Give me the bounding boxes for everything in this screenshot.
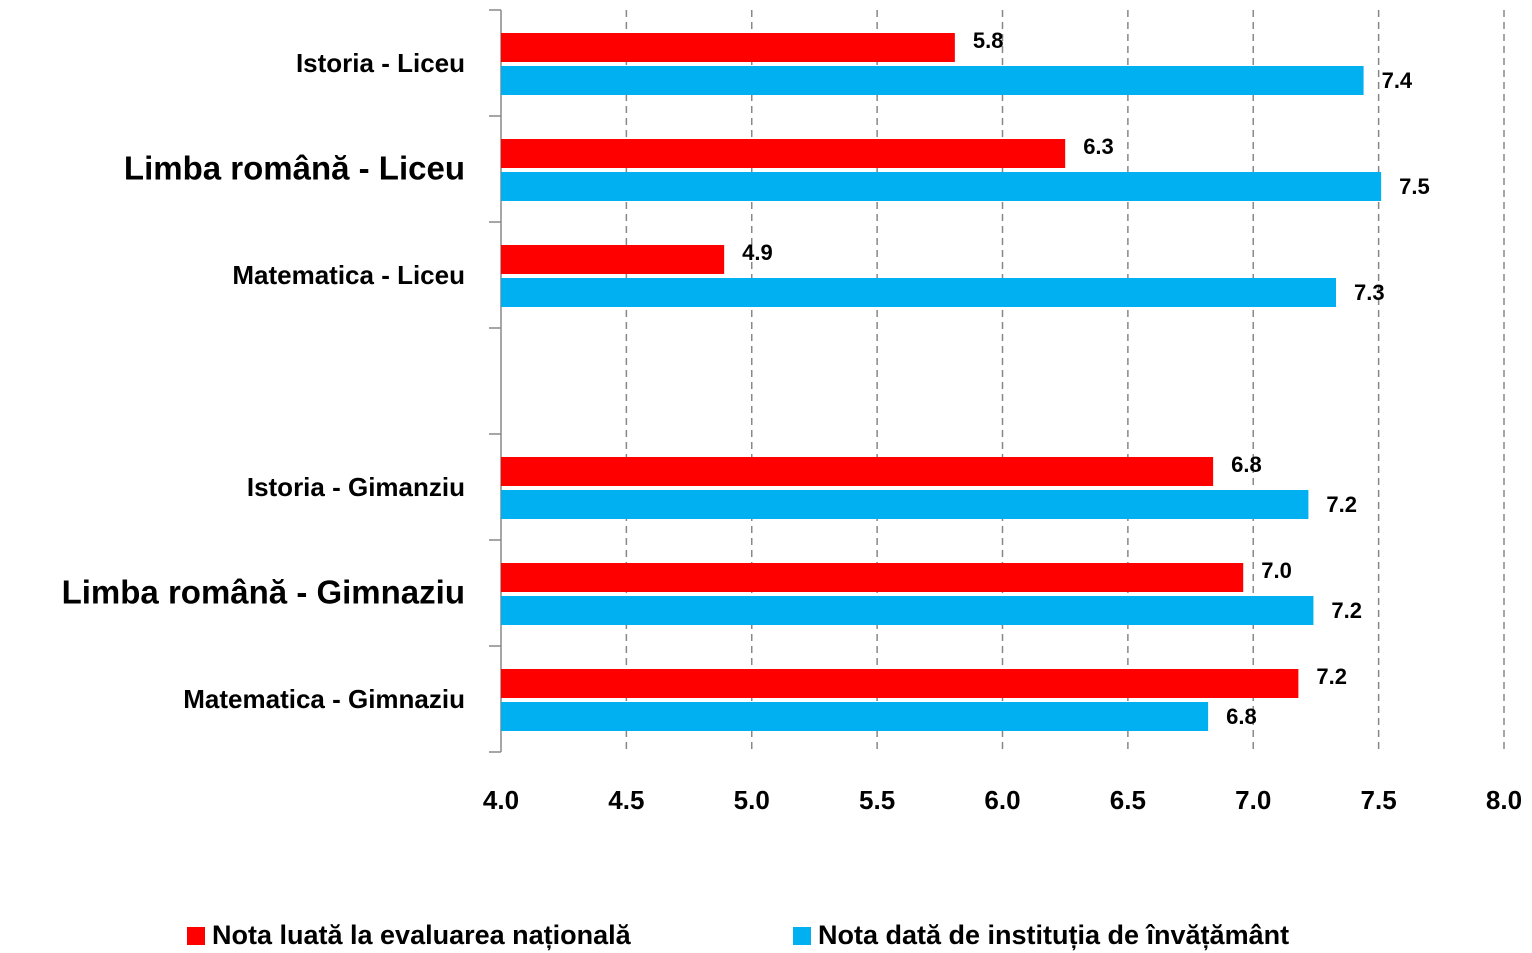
value-label: 7.0 [1261, 558, 1292, 583]
x-tick-label: 7.5 [1361, 785, 1397, 815]
x-tick-label: 5.5 [859, 785, 895, 815]
value-label: 5.8 [973, 28, 1004, 53]
y-tick-label: Istoria - Gimanziu [247, 472, 465, 502]
x-tick-label: 6.0 [984, 785, 1020, 815]
y-tick-label: Matematica - Liceu [232, 260, 465, 290]
value-label: 7.2 [1326, 492, 1357, 517]
x-tick-label: 4.5 [608, 785, 644, 815]
bar [501, 490, 1309, 519]
x-tick-label: 4.0 [483, 785, 519, 815]
legend-label: Nota dată de instituția de învățământ [818, 920, 1289, 950]
value-label: 7.3 [1354, 280, 1385, 305]
bar [501, 596, 1314, 625]
bar [501, 457, 1214, 486]
bar [501, 669, 1299, 698]
y-tick-label: Limba română - Gimnaziu [62, 574, 465, 611]
bar [501, 278, 1336, 307]
x-tick-label: 8.0 [1486, 785, 1522, 815]
value-label: 6.8 [1231, 452, 1262, 477]
x-tick-label: 6.5 [1110, 785, 1146, 815]
value-label: 6.8 [1226, 704, 1257, 729]
value-label: 4.9 [742, 240, 773, 265]
bar [501, 563, 1244, 592]
legend-label: Nota luată la evaluarea națională [212, 920, 632, 950]
y-tick-label: Limba română - Liceu [124, 150, 465, 187]
value-label: 7.2 [1331, 598, 1362, 623]
legend-swatch [793, 927, 811, 945]
y-tick-label: Istoria - Liceu [296, 48, 465, 78]
value-label: 6.3 [1083, 134, 1114, 159]
x-tick-label: 7.0 [1235, 785, 1271, 815]
bar [501, 172, 1382, 201]
y-tick-label: Matematica - Gimnaziu [183, 684, 465, 714]
value-label: 7.2 [1316, 664, 1347, 689]
value-label: 7.4 [1382, 68, 1413, 93]
bar [501, 139, 1066, 168]
value-label: 7.5 [1399, 174, 1430, 199]
bar [501, 245, 725, 274]
bar [501, 702, 1209, 731]
legend-swatch [187, 927, 205, 945]
x-tick-label: 5.0 [734, 785, 770, 815]
bar [501, 66, 1364, 95]
bar [501, 33, 955, 62]
